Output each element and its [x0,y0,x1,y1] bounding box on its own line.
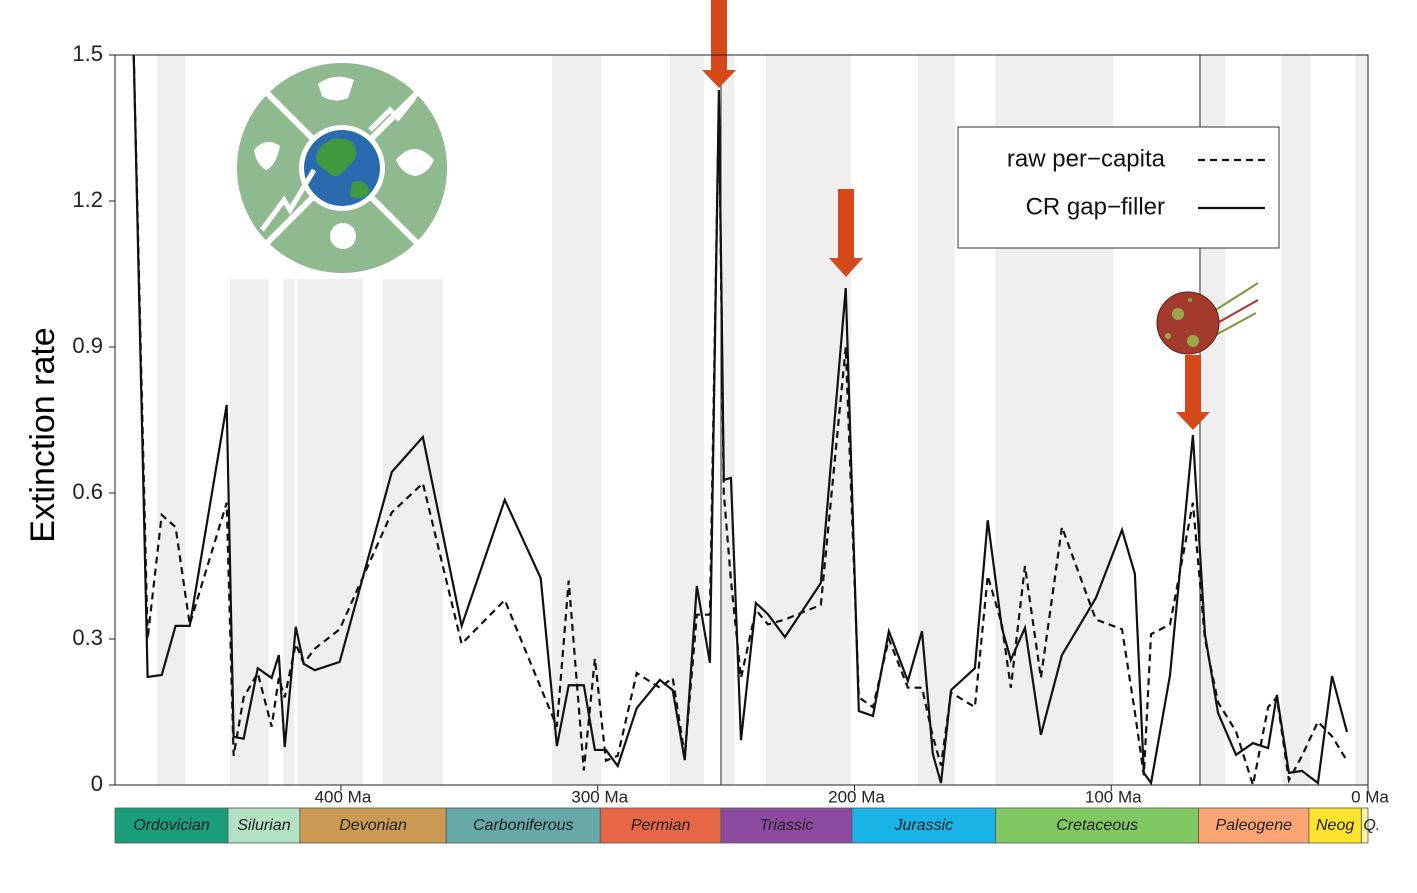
x-tick-label: 200 Ma [828,787,885,806]
series-line [132,54,1348,785]
legend-box [957,126,1280,249]
period-label: Permian [631,817,691,834]
y-tick-label: 0 [91,771,103,796]
period-label: Neog [1316,817,1354,834]
period-label: Jurassic [893,817,953,834]
period-box [227,807,301,844]
period-box [1198,807,1310,844]
period-label: Q. [1363,817,1380,834]
period-label: Devonian [339,817,407,834]
period-box [720,807,853,844]
period-box [299,807,447,844]
logo [237,63,447,273]
y-tick-label: 1.5 [72,41,103,66]
y-tick-label: 0.9 [72,333,103,358]
period-box [851,807,997,844]
x-tick-label: 300 Ma [571,787,628,806]
period-label: Cretaceous [1056,817,1138,834]
period-box [1360,807,1369,844]
y-axis-title: Extinction rate [24,327,62,542]
asteroid [1156,282,1259,355]
period-label: Silurian [237,817,290,834]
y-tick-label: 0.6 [72,479,103,504]
legend-label: CR gap−filler [1026,193,1165,220]
y-tick-label: 0.3 [72,625,103,650]
y-tick-label: 1.2 [72,187,103,212]
period-box [114,807,229,844]
plot-frame [114,54,1369,786]
period-box [995,807,1199,844]
period-label: Ordovician [133,817,210,834]
period-label: Paleogene [1215,817,1292,834]
arrows [702,0,1210,430]
x-tick-label: 0 Ma [1351,787,1389,806]
period-label: Triassic [759,817,813,834]
legend-label: raw per−capita [1007,145,1166,172]
period-label: Carboniferous [473,817,574,834]
x-tick-label: 100 Ma [1085,787,1142,806]
legend: raw per−capita CR gap−filler [957,126,1280,249]
period-box [599,807,722,844]
x-tick-label: 400 Ma [315,787,372,806]
series-line [132,54,1349,785]
